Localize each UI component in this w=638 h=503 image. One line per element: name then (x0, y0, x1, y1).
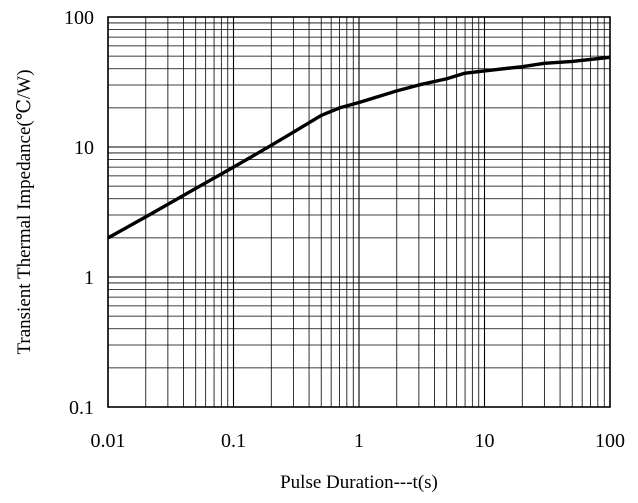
y-axis-label: Transient Thermal Impedance(℃/W) (14, 69, 35, 354)
y-tick-labels: 0.1 1 10 100 (64, 7, 94, 419)
x-tick-label: 100 (595, 430, 625, 452)
x-tick-label: 1 (354, 430, 364, 452)
plot-frame (107, 16, 611, 408)
x-tick-label: 0.1 (221, 430, 246, 452)
x-tick-label: 10 (475, 430, 495, 452)
grid-layer (107, 17, 610, 408)
series-line-0 (107, 55, 611, 240)
x-tick-label: 0.01 (91, 430, 126, 452)
x-tick-labels: 0.01 0.1 1 10 100 (91, 430, 626, 452)
y-tick-label: 10 (74, 137, 94, 159)
series-layer (107, 55, 611, 240)
y-tick-label: 100 (64, 7, 94, 29)
x-axis-label: Pulse Duration---t(s) (280, 472, 438, 493)
y-tick-label: 1 (84, 267, 94, 289)
y-tick-label: 0.1 (69, 397, 94, 419)
